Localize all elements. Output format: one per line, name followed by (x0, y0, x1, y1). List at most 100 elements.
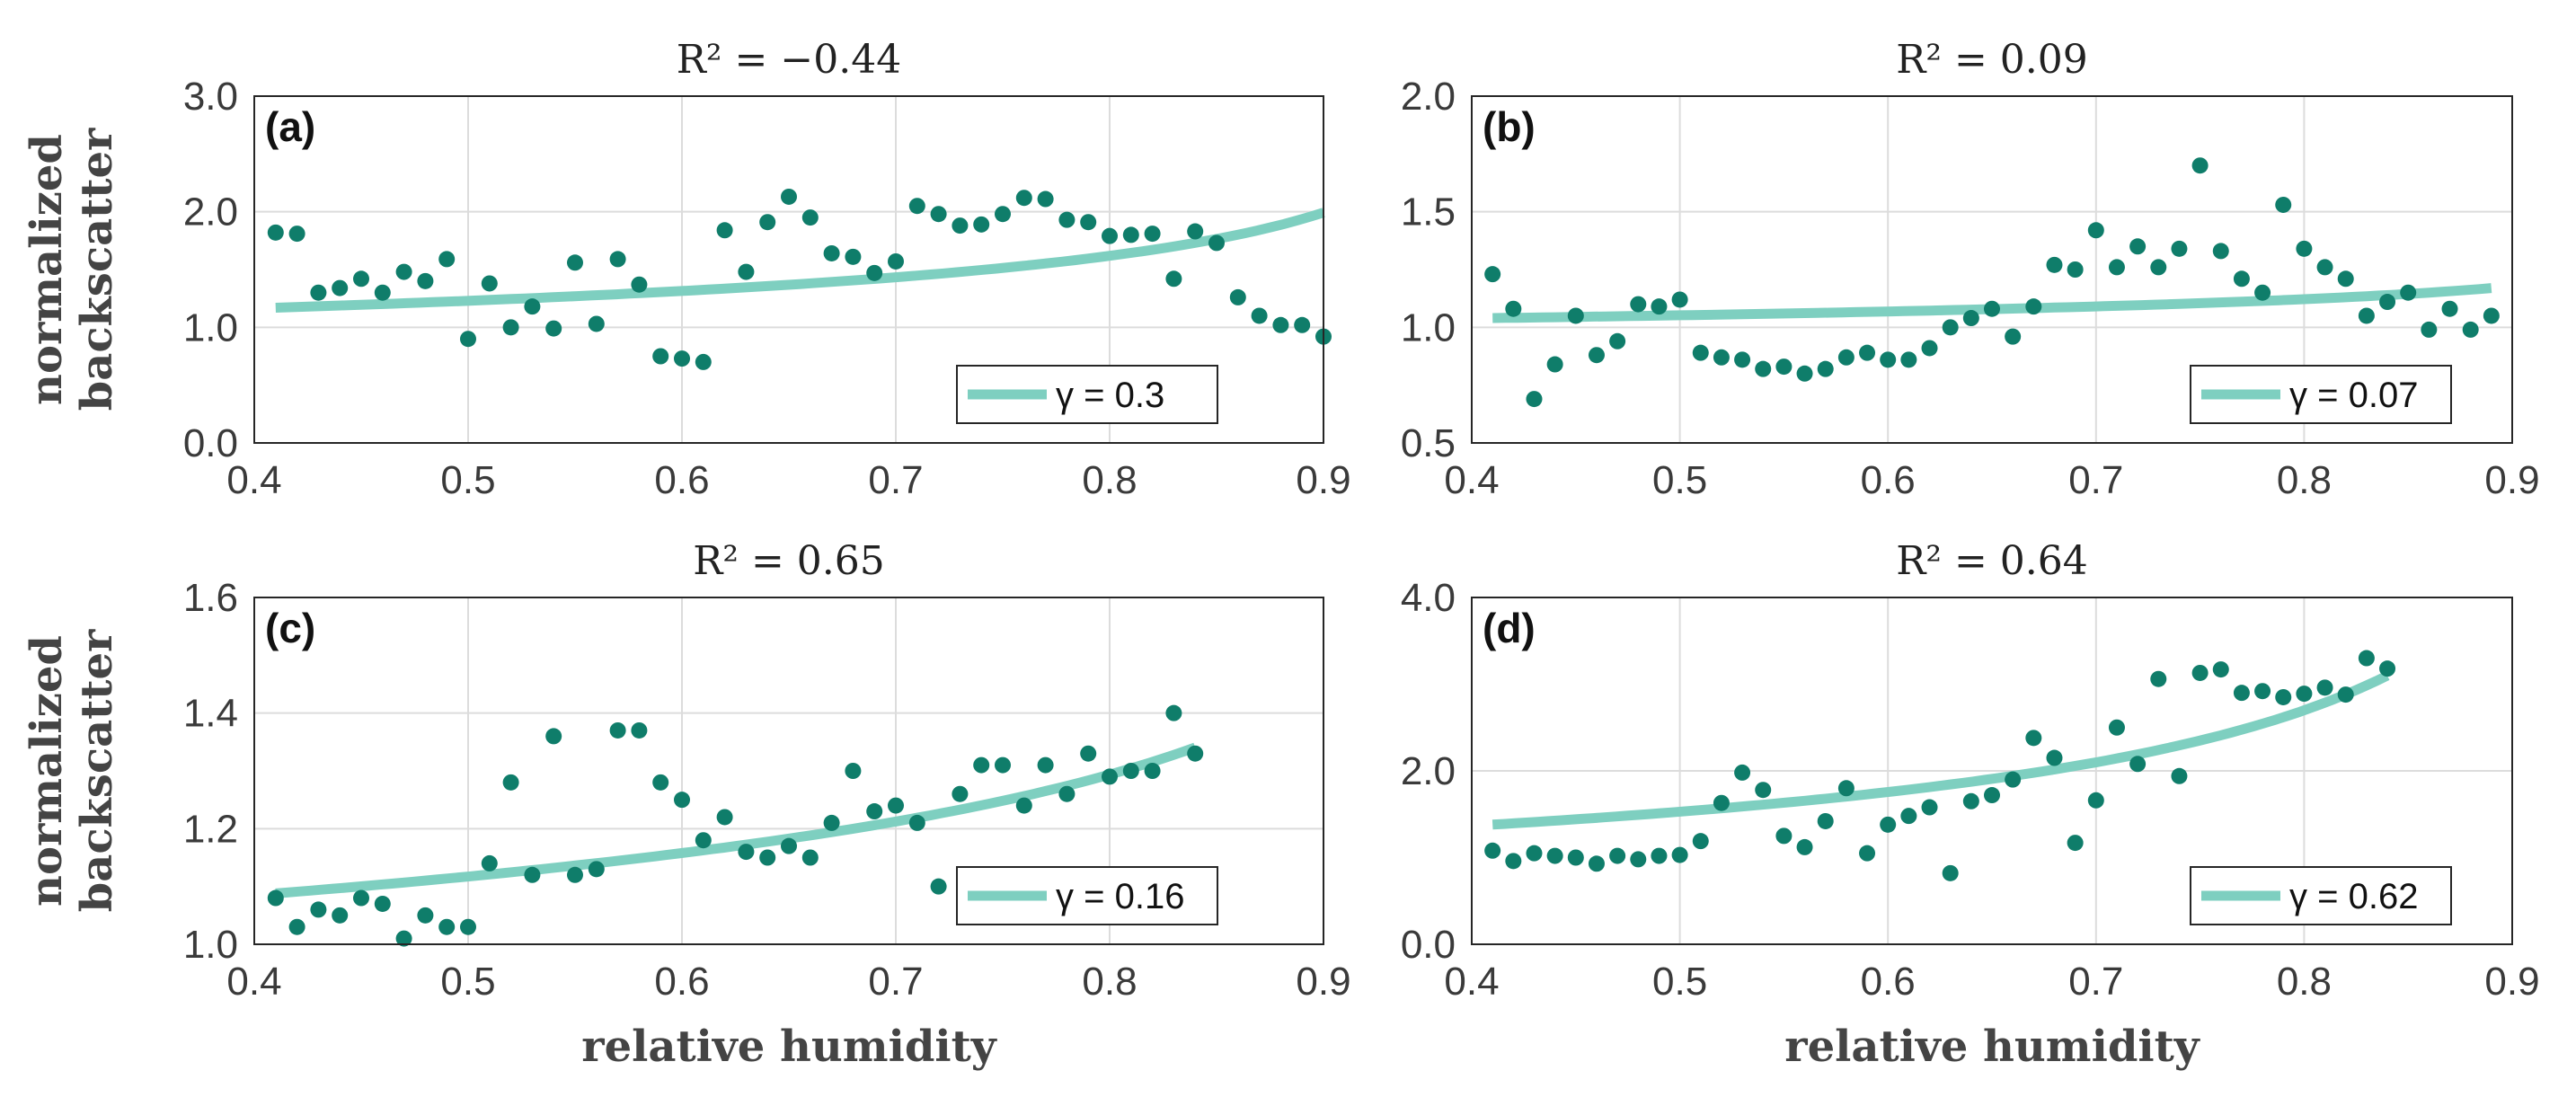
data-point (1567, 849, 1584, 866)
data-point (588, 861, 605, 878)
data-point (2316, 679, 2333, 696)
data-point (1859, 845, 1876, 862)
data-point (1900, 808, 1917, 825)
x-tick-label: 0.4 (1444, 960, 1499, 1004)
data-point (888, 797, 904, 814)
legend-label: γ = 0.3 (1056, 376, 1164, 415)
data-point (2462, 321, 2479, 338)
data-point (2379, 660, 2396, 677)
data-point (332, 907, 349, 924)
y-tick-label: 1.0 (1401, 305, 1456, 349)
data-point (2296, 686, 2313, 703)
data-point (738, 844, 755, 861)
data-point (908, 814, 925, 831)
panel-a: 0.4 0.5 0.6 0.7 0.8 0.9 0.0 1.0 2.0 3.0 R² = −0.44… (22, 37, 1351, 502)
legend: γ = 0.3 (956, 365, 1218, 424)
data-point (2483, 307, 2500, 324)
data-point (2358, 307, 2375, 324)
data-point (2296, 240, 2313, 257)
data-point (823, 244, 840, 261)
data-point (1058, 211, 1076, 228)
data-point (1775, 827, 1793, 845)
y-tick-label: 0.0 (1401, 923, 1456, 967)
x-tick-label: 0.8 (1082, 458, 1137, 502)
y-axis-label-line2: backscatter (72, 128, 122, 411)
data-point (1080, 745, 1097, 762)
data-point (310, 284, 327, 301)
data-point (1294, 316, 1311, 333)
panel-c: 0.4 0.5 0.6 0.7 0.8 0.9 1.0 1.2 1.4 1.6 R² = 0.65 (… (22, 538, 1351, 1072)
data-point (716, 809, 733, 826)
y-tick-label: 0.5 (1401, 421, 1456, 465)
panel-label: (b) (1483, 103, 1536, 150)
data-point (866, 264, 883, 281)
data-point (2025, 730, 2042, 747)
x-tick-label: 0.9 (2484, 960, 2539, 1004)
y-tick-label: 2.0 (1401, 749, 1456, 793)
data-point (2067, 835, 2084, 852)
data-point (1775, 358, 1793, 376)
x-tick-label: 0.4 (1444, 458, 1499, 502)
data-point (395, 263, 412, 280)
legend-box (2190, 866, 2452, 925)
fit-curve (1492, 670, 2390, 830)
data-point (908, 198, 925, 215)
data-point (1984, 300, 2000, 317)
data-point (2400, 284, 2417, 301)
data-point (353, 270, 369, 288)
x-tick-label: 0.8 (2277, 960, 2332, 1004)
y-tick-label: 1.6 (183, 576, 238, 620)
data-point (1962, 792, 1979, 810)
data-point (1526, 845, 1543, 862)
data-point (395, 930, 412, 947)
data-point (2005, 771, 2022, 788)
data-point (952, 785, 969, 802)
y-axis-label: normalizedbackscatter (22, 128, 122, 411)
data-point (502, 319, 519, 336)
data-point (1080, 214, 1097, 231)
data-point (1942, 864, 1959, 881)
data-point (801, 209, 819, 226)
data-point (1229, 288, 1246, 305)
data-point (1015, 797, 1032, 814)
data-point (417, 272, 434, 289)
data-point (545, 320, 562, 337)
data-point (1942, 319, 1959, 336)
data-point (1671, 846, 1688, 863)
data-point (674, 350, 690, 367)
data-point (2046, 256, 2063, 273)
data-point (567, 866, 583, 883)
axes-frame (253, 95, 1324, 444)
data-point (2254, 284, 2271, 301)
data-point (2046, 749, 2063, 766)
data-point (1921, 340, 1938, 357)
data-point (1165, 270, 1182, 288)
data-point (1671, 291, 1688, 308)
data-point (1144, 226, 1161, 243)
y-tick-label: 1.0 (183, 305, 238, 349)
x-tick-label: 0.8 (2277, 458, 2332, 502)
data-point (674, 792, 690, 809)
y-tick-label: 3.0 (183, 75, 238, 119)
x-tick-label: 0.6 (1861, 960, 1916, 1004)
data-point (1144, 763, 1161, 779)
data-point (2150, 259, 2167, 276)
data-point (609, 251, 626, 268)
data-point (759, 214, 776, 231)
data-point (1588, 347, 1605, 364)
data-point (1102, 768, 1118, 785)
data-point (374, 284, 391, 301)
fit-curve (275, 208, 1325, 313)
data-point (2129, 238, 2147, 255)
data-point (524, 866, 541, 883)
data-point (2316, 259, 2333, 276)
panel-label: (d) (1483, 605, 1536, 651)
data-point (1546, 356, 1563, 373)
data-point (1837, 780, 1855, 797)
y-axis-label-line1: normalized (22, 635, 72, 907)
data-point (631, 276, 648, 293)
data-point (1187, 745, 1204, 762)
data-point (652, 774, 669, 791)
data-point (2379, 294, 2396, 311)
